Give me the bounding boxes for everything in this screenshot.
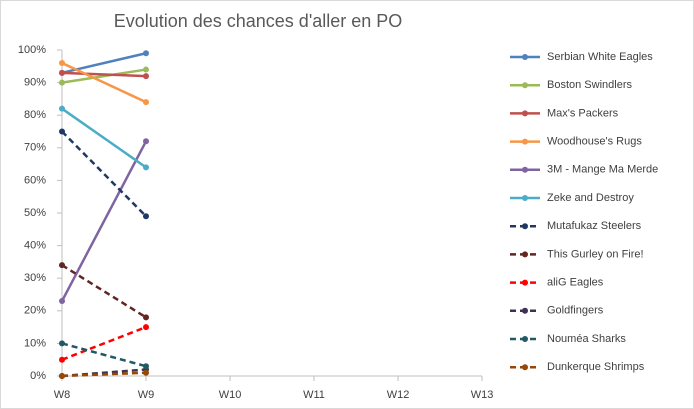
series-line <box>61 107 147 169</box>
y-tick-label: 100% <box>18 44 46 56</box>
series-line <box>61 342 147 368</box>
y-tick-label: 90% <box>24 77 46 89</box>
data-point <box>59 356 65 363</box>
y-tick-label: 50% <box>24 207 46 219</box>
legend-label: aliG Eagles <box>547 277 604 289</box>
x-tick-label: W9 <box>138 389 155 401</box>
x-tick-label: W10 <box>219 389 242 401</box>
data-point <box>59 128 65 135</box>
series-line <box>61 325 147 361</box>
legend-label: Max's Packers <box>547 107 619 119</box>
legend-label: Woodhouse's Rugs <box>547 136 642 148</box>
legend-label: Serbian White Eagles <box>547 51 653 63</box>
x-tick-label: W8 <box>54 389 71 401</box>
data-point <box>143 369 149 376</box>
legend-label: This Gurley on Fire! <box>547 248 644 260</box>
legend-marker <box>522 54 528 60</box>
data-point <box>143 213 149 220</box>
series-line <box>61 371 147 378</box>
data-point <box>59 298 65 305</box>
legend-label: Mutafukaz Steelers <box>547 220 642 232</box>
data-point <box>143 314 149 321</box>
series-line <box>61 68 147 84</box>
y-tick-label: 20% <box>24 305 46 317</box>
series-line <box>61 71 147 78</box>
series-line <box>61 61 147 104</box>
series-line <box>61 264 147 319</box>
chart-title: Evolution des chances d'aller en PO <box>114 11 403 31</box>
data-point <box>59 373 65 379</box>
legend-marker <box>522 336 528 342</box>
legend-marker <box>522 110 528 117</box>
x-tick-label: W11 <box>303 389 325 401</box>
legend-marker <box>522 223 528 230</box>
data-point <box>143 138 149 145</box>
y-tick-label: 60% <box>24 174 46 186</box>
y-tick-label: 10% <box>24 337 46 349</box>
data-point <box>59 262 65 269</box>
data-point <box>143 66 149 73</box>
legend-marker <box>522 364 528 371</box>
data-point <box>143 164 149 171</box>
series-line <box>60 140 148 302</box>
data-point <box>59 60 65 67</box>
data-point <box>143 324 149 331</box>
legend-marker <box>522 307 528 314</box>
legend-marker <box>522 279 528 286</box>
x-tick-label: W12 <box>387 389 410 401</box>
legend-marker <box>522 166 528 173</box>
data-point <box>59 79 65 86</box>
legend-label: Nouméa Sharks <box>547 333 626 345</box>
legend-label: Dunkerque Shrimps <box>547 361 645 373</box>
data-point <box>59 340 65 347</box>
y-tick-label: 70% <box>24 142 46 154</box>
y-tick-label: 0% <box>30 370 46 382</box>
data-point <box>143 99 149 106</box>
legend-marker <box>522 138 528 145</box>
data-point <box>143 50 149 57</box>
data-point <box>59 105 65 112</box>
data-point <box>143 363 149 370</box>
legend-label: 3M - Mange Ma Merde <box>547 164 658 176</box>
legend-marker <box>522 195 528 201</box>
legend-marker <box>522 251 528 258</box>
legend-label: Goldfingers <box>547 305 604 317</box>
data-point <box>59 69 65 76</box>
y-tick-label: 40% <box>24 240 46 252</box>
data-point <box>143 73 149 80</box>
legend-label: Boston Swindlers <box>547 79 632 91</box>
legend-label: Zeke and Destroy <box>547 192 634 204</box>
y-tick-label: 30% <box>24 272 46 284</box>
y-tick-label: 80% <box>24 109 46 121</box>
legend-marker <box>522 82 528 89</box>
x-tick-label: W13 <box>471 389 494 401</box>
